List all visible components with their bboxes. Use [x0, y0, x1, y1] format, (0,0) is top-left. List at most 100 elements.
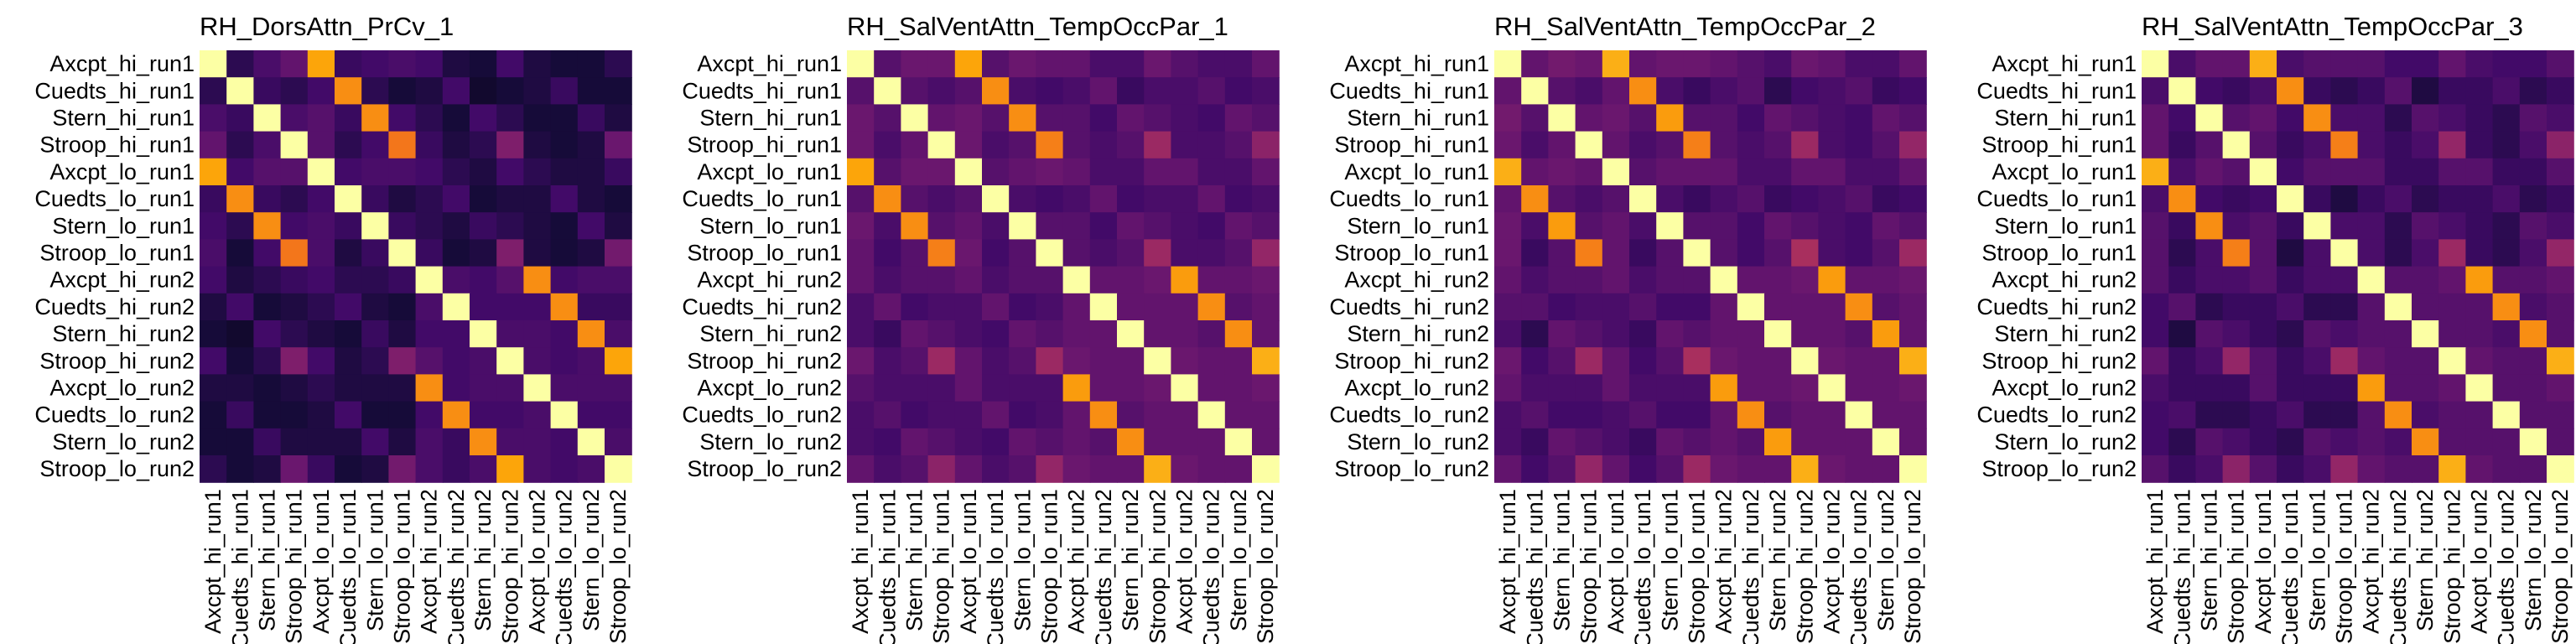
heatmap-cell	[1521, 455, 1549, 483]
heatmap-cell	[847, 185, 875, 213]
panel-title: RH_SalVentAttn_TempOccPar_3	[2142, 12, 2523, 41]
heatmap-cell	[2412, 293, 2439, 321]
heatmap-cell	[1062, 131, 1091, 159]
heatmap-cell	[226, 77, 254, 105]
heatmap-cell	[523, 293, 552, 321]
heatmap-cell	[361, 401, 389, 429]
heatmap-cell	[2547, 401, 2574, 429]
heatmap-cell	[280, 374, 309, 402]
heatmap-cell	[1089, 401, 1118, 429]
heatmap-cell	[415, 266, 444, 294]
heatmap-cell	[1009, 401, 1036, 429]
column-tick-label: Stroop_lo_run2	[2547, 489, 2573, 644]
heatmap-cell	[2249, 77, 2277, 105]
heatmap-cell	[1818, 401, 1846, 429]
heatmap-cell	[200, 320, 227, 348]
column-tick-label: Stern_lo_run1	[362, 489, 387, 631]
heatmap-cell	[2438, 50, 2466, 78]
heatmap-cell	[2412, 77, 2439, 105]
heatmap-cell	[1521, 185, 1549, 213]
heatmap-cell	[605, 428, 632, 456]
heatmap-cell	[523, 131, 552, 159]
heatmap-cell	[2465, 428, 2494, 456]
heatmap-cell	[523, 266, 552, 294]
heatmap-cell	[1197, 239, 1226, 267]
row-tick-label: Stroop_hi_run1	[687, 132, 842, 158]
heatmap-cell	[847, 50, 875, 78]
heatmap-cell	[523, 239, 552, 267]
heatmap-cell	[550, 131, 579, 159]
heatmap-cell	[550, 50, 579, 78]
heatmap-cell	[2384, 266, 2412, 294]
heatmap-cell	[442, 266, 470, 294]
heatmap-cell	[954, 428, 983, 456]
row-tick-label: Axcpt_hi_run1	[1992, 51, 2137, 76]
heatmap-cell	[415, 347, 444, 375]
heatmap-cell	[550, 212, 579, 240]
heatmap-cell	[361, 131, 389, 159]
heatmap-cell	[442, 320, 470, 348]
heatmap-cell	[2222, 347, 2251, 375]
row-tick-label: Cuedts_hi_run2	[34, 294, 195, 319]
heatmap-cell	[496, 158, 524, 186]
heatmap-cell	[1737, 185, 1765, 213]
column-tick-label: Axcpt_lo_run2	[1172, 489, 1197, 634]
heatmap-cell	[874, 428, 901, 456]
row-tick-label: Stern_hi_run1	[699, 106, 842, 131]
heatmap-cell	[2303, 158, 2331, 186]
heatmap-cell	[335, 212, 362, 240]
column-tick-label: Axcpt_lo_run1	[956, 489, 981, 634]
heatmap-cell	[2384, 401, 2412, 429]
heatmap-cell	[2412, 104, 2439, 132]
heatmap-cell	[2384, 320, 2412, 348]
heatmap-cell	[200, 455, 227, 483]
heatmap-cell	[1089, 455, 1118, 483]
heatmap-cell	[307, 374, 335, 402]
heatmap-cell	[2384, 374, 2412, 402]
heatmap-cell	[550, 293, 579, 321]
heatmap-cell	[388, 428, 417, 456]
heatmap-cell	[1197, 158, 1226, 186]
heatmap-cell	[577, 77, 605, 105]
heatmap-cell	[1009, 347, 1036, 375]
heatmap-cell	[2195, 320, 2224, 348]
heatmap-cell	[1009, 320, 1036, 348]
heatmap-cell	[2357, 401, 2386, 429]
heatmap-cell	[1602, 239, 1630, 267]
row-tick-label: Cuedts_lo_run2	[682, 402, 842, 428]
heatmap-cell	[1144, 266, 1171, 294]
heatmap-cell	[1521, 77, 1549, 105]
heatmap-cell	[2547, 50, 2574, 78]
heatmap-cell	[2277, 185, 2304, 213]
heatmap-cell	[523, 455, 552, 483]
heatmap-cell	[470, 266, 497, 294]
heatmap-cell	[2547, 266, 2574, 294]
heatmap-cell	[1521, 158, 1549, 186]
row-tick-label: Axcpt_hi_run2	[1344, 267, 1489, 293]
heatmap-cell	[388, 347, 417, 375]
heatmap-cell	[1899, 428, 1927, 456]
heatmap-cell	[577, 401, 605, 429]
heatmap-cell	[901, 266, 929, 294]
heatmap-cell	[874, 77, 901, 105]
heatmap-cell	[307, 239, 335, 267]
heatmap-cell	[2412, 185, 2439, 213]
row-tick-label: Cuedts_lo_run2	[1329, 402, 1489, 428]
heatmap-cell	[2303, 266, 2331, 294]
heatmap-cell	[954, 104, 983, 132]
heatmap-cell	[496, 239, 524, 267]
heatmap-cell	[1845, 50, 1873, 78]
heatmap-cell	[847, 158, 875, 186]
heatmap-cell	[1062, 455, 1091, 483]
heatmap-cell	[1548, 158, 1576, 186]
heatmap-cell	[577, 293, 605, 321]
heatmap-cell	[1629, 293, 1657, 321]
heatmap-cell	[523, 158, 552, 186]
heatmap-cell	[2303, 293, 2331, 321]
heatmap-cell	[335, 428, 362, 456]
heatmap-cell	[1764, 374, 1792, 402]
row-tick-label: Stroop_hi_run1	[1334, 132, 1489, 158]
heatmap-cell	[2438, 212, 2466, 240]
heatmap-cell	[1737, 212, 1765, 240]
heatmap-cell	[2465, 320, 2494, 348]
